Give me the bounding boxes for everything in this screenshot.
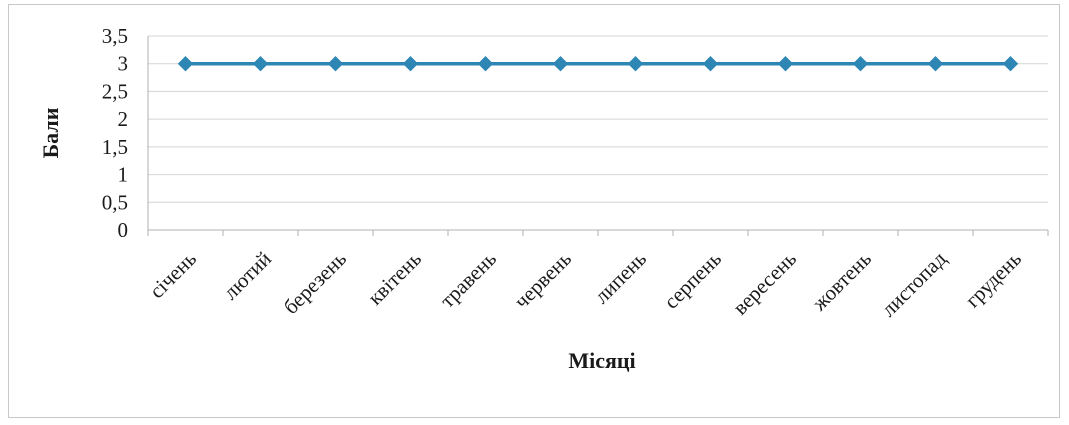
data-point-marker xyxy=(177,56,194,72)
data-point-marker xyxy=(777,56,794,72)
data-point-marker xyxy=(627,56,644,72)
x-tick-label: серпень xyxy=(659,247,726,314)
y-tick-label: 0 xyxy=(118,218,129,242)
data-point-marker xyxy=(1002,56,1019,72)
y-tick-label: 2 xyxy=(118,107,129,131)
series xyxy=(177,56,1019,72)
data-point-marker xyxy=(252,56,269,72)
chart-frame xyxy=(8,4,1060,418)
x-tick-label: листопад xyxy=(876,246,951,321)
x-tick-label: жовтень xyxy=(807,247,876,316)
y-tick-label: 3,5 xyxy=(102,24,128,48)
y-axis-title: Бали xyxy=(38,107,63,158)
y-tick-label: 0,5 xyxy=(102,190,128,214)
data-point-marker xyxy=(477,56,494,72)
y-tick-label: 2,5 xyxy=(102,79,128,103)
x-tick-label: лютий xyxy=(218,247,276,305)
x-tick-label: квітень xyxy=(363,247,426,310)
x-tick-labels: січень лютий березень квітень травень червень… xyxy=(145,246,1026,321)
x-tick-label: червень xyxy=(509,247,576,314)
y-tick-label: 1,5 xyxy=(102,135,128,159)
x-tick-label: березень xyxy=(279,247,351,319)
x-tick-label: вересень xyxy=(728,247,801,320)
x-axis-title: Місяці xyxy=(568,348,635,373)
data-point-marker xyxy=(327,56,344,72)
x-tick-label: травень xyxy=(435,247,501,313)
x-tick-label: липень xyxy=(589,247,651,309)
y-tick-label: 3 xyxy=(118,52,129,76)
y-tick-labels: 0 0,5 1 1,5 2 2,5 3 3,5 xyxy=(102,24,128,242)
x-tick-label: січень xyxy=(145,247,201,303)
y-tick-label: 1 xyxy=(118,163,129,187)
data-point-marker xyxy=(702,56,719,72)
axes xyxy=(147,36,1049,236)
data-point-marker xyxy=(552,56,569,72)
data-point-marker xyxy=(402,56,419,72)
data-point-marker xyxy=(927,56,944,72)
x-tick-label: грудень xyxy=(960,247,1026,313)
data-point-marker xyxy=(852,56,869,72)
